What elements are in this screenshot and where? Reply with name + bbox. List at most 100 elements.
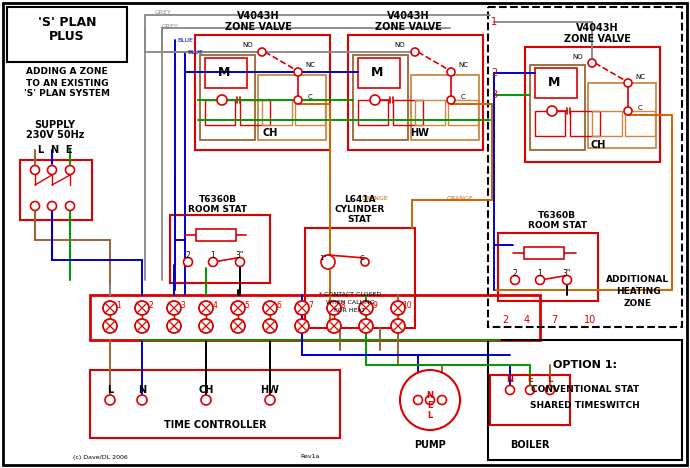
Circle shape [327,319,341,333]
Bar [358,100,388,125]
Bar [535,68,577,98]
Circle shape [208,257,217,266]
Text: CONVENTIONAL STAT: CONVENTIONAL STAT [531,386,639,395]
Text: E: E [527,375,533,385]
Bar [90,295,540,340]
Text: 3: 3 [181,300,186,309]
Circle shape [370,95,380,105]
Bar [490,375,570,425]
Circle shape [411,48,419,56]
Text: OPTION 1:: OPTION 1: [553,360,617,370]
Text: GREY: GREY [155,10,172,15]
Bar [205,100,235,125]
Text: M: M [371,66,383,80]
Text: 1: 1 [117,300,121,309]
Text: 'S' PLAN: 'S' PLAN [38,15,96,29]
Text: T6360B: T6360B [199,196,237,205]
Circle shape [359,319,373,333]
Bar [415,100,445,125]
Text: STAT: STAT [348,215,372,225]
Text: V4043H: V4043H [575,23,618,33]
Text: 3: 3 [491,90,497,100]
Bar [240,100,270,125]
Circle shape [294,96,302,104]
Circle shape [135,319,149,333]
Circle shape [506,386,515,395]
Text: ROOM STAT: ROOM STAT [188,205,248,214]
Circle shape [48,166,57,175]
Text: ROOM STAT: ROOM STAT [527,220,586,229]
Bar [20,160,92,220]
Circle shape [535,276,544,285]
Text: 1": 1" [319,255,327,261]
Text: C: C [638,105,642,111]
Text: ZONE VALVE: ZONE VALVE [564,34,631,44]
Bar [170,215,270,283]
Circle shape [201,395,211,405]
Text: HW: HW [261,385,279,395]
Circle shape [624,107,632,115]
Circle shape [588,59,596,67]
Bar [588,83,656,148]
Circle shape [265,395,275,405]
Text: C: C [359,255,364,261]
Circle shape [66,202,75,211]
Circle shape [321,255,335,269]
Text: GREY: GREY [162,23,179,29]
Text: 'S' PLAN SYSTEM: 'S' PLAN SYSTEM [24,89,110,98]
Text: FOR HEAT: FOR HEAT [335,308,366,314]
Text: T6360B: T6360B [538,211,576,219]
Bar [348,35,483,150]
Bar [90,370,340,438]
Circle shape [167,301,181,315]
Bar [393,100,423,125]
Circle shape [167,319,181,333]
Text: BOILER: BOILER [510,440,550,450]
Text: 2: 2 [148,300,153,309]
Text: 7: 7 [308,300,313,309]
Text: 1: 1 [538,269,542,278]
Text: NO: NO [395,42,405,48]
Text: BLUE: BLUE [187,50,203,54]
Bar [353,55,408,140]
Text: E: E [427,401,433,410]
Circle shape [258,48,266,56]
Text: 4: 4 [213,300,217,309]
Text: 3": 3" [563,269,571,278]
Text: 3": 3" [236,250,244,259]
Text: L  N  E: L N E [38,145,72,155]
Bar [625,111,655,136]
Text: 9: 9 [373,300,377,309]
Text: 2: 2 [502,315,508,325]
Text: N: N [138,385,146,395]
Circle shape [359,301,373,315]
Circle shape [447,68,455,76]
Text: 10: 10 [584,315,596,325]
Text: 10: 10 [402,300,412,309]
Circle shape [263,319,277,333]
Circle shape [135,301,149,315]
Circle shape [30,166,39,175]
Text: CH: CH [198,385,214,395]
Bar [570,111,600,136]
Bar [448,100,478,125]
Text: ADDITIONAL: ADDITIONAL [607,276,669,285]
Text: CH: CH [591,140,606,150]
Text: SHARED TIMESWITCH: SHARED TIMESWITCH [530,401,640,410]
Text: 4: 4 [524,315,530,325]
Text: NC: NC [305,62,315,68]
Text: 5: 5 [244,300,250,309]
Circle shape [294,68,302,76]
Bar [196,229,236,241]
Text: 1: 1 [210,250,215,259]
Bar [195,35,330,150]
Circle shape [231,319,245,333]
Bar [530,65,585,150]
Text: N: N [426,390,433,400]
Bar [488,7,682,327]
Circle shape [447,96,455,104]
Text: ORANGE: ORANGE [446,196,473,200]
Bar [592,111,622,136]
Circle shape [137,395,147,405]
Circle shape [103,319,117,333]
